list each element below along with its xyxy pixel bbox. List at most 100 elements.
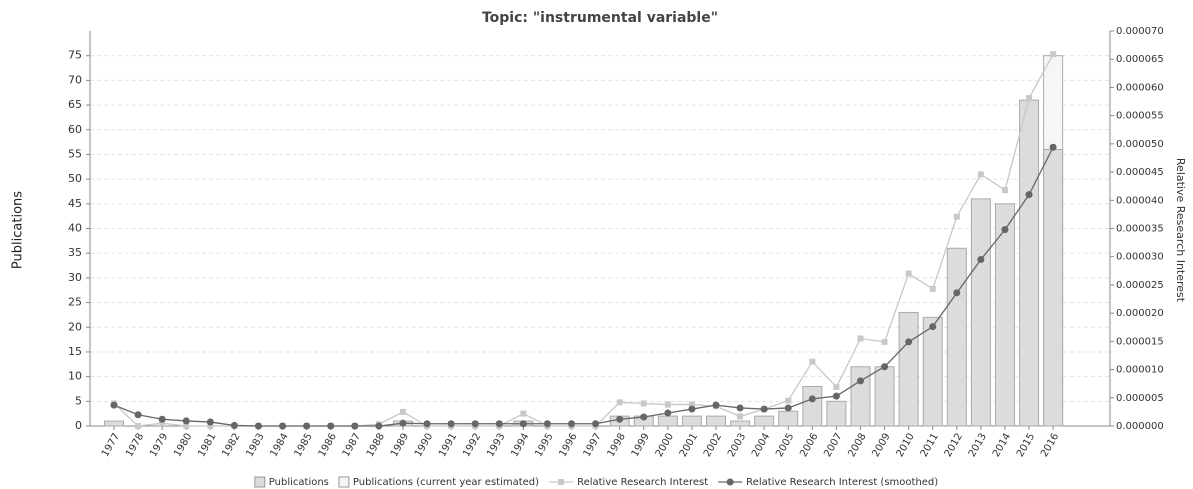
y-tick-label: 55 [68,147,82,160]
x-tick-label: 1987 [341,432,363,460]
x-tick-label: 1982 [220,432,242,460]
marker [303,422,311,430]
marker [785,397,792,404]
marker [543,420,551,428]
x-tick-label: 1984 [269,432,291,460]
x-tick-label: 1993 [485,432,507,460]
x-tick-label: 2001 [678,432,700,460]
legend-swatch [338,476,350,488]
x-tick-label: 2015 [1015,432,1037,460]
chart-title: Topic: "instrumental variable" [482,10,718,26]
marker [784,404,792,412]
marker [351,422,359,430]
y2-tick-label: 0.000020 [1116,308,1164,319]
x-tick-label: 2002 [702,432,724,460]
x-tick-label: 1989 [389,432,411,460]
x-tick-label: 1998 [606,432,628,460]
marker [1026,95,1033,102]
x-tick-label: 2003 [726,432,748,460]
x-tick-label: 2007 [822,432,844,460]
y2-tick-label: 0.000005 [1116,393,1164,404]
x-tick-label: 1990 [413,432,435,460]
marker [929,323,937,331]
bar [946,247,967,427]
marker [519,420,527,428]
y-axis-title: Publications [11,191,26,269]
marker [881,363,889,371]
y2-tick-label: 0.000070 [1116,26,1164,37]
x-tick-label: 2004 [750,432,772,460]
bar [922,316,943,427]
marker [857,335,864,342]
y2-tick-label: 0.000000 [1116,421,1164,432]
y-tick-label: 25 [68,296,82,309]
legend-label: Publications [269,477,329,488]
y-tick-label: 45 [68,197,82,210]
marker [640,413,648,421]
x-tick-label: 2012 [943,432,965,460]
marker [616,399,623,406]
marker [664,409,672,417]
bar [994,203,1015,427]
line [113,146,1054,427]
marker [230,421,238,429]
marker [760,405,768,413]
marker [688,401,695,408]
x-tick-label: 1977 [100,432,122,460]
y-tick-label: 65 [68,98,82,111]
x-tick-label: 2005 [774,432,796,460]
bar [802,386,823,427]
x-tick-label: 1997 [582,432,604,460]
bar [826,400,847,427]
bar [970,198,991,427]
marker [905,338,913,346]
legend-swatch [558,479,565,485]
marker [1049,143,1057,151]
marker [712,401,720,409]
marker [399,419,407,427]
bar [754,415,775,427]
x-tick-label: 2006 [798,432,820,460]
x-tick-label: 1992 [461,432,483,460]
marker [375,422,383,430]
y2-axis-title: Relative Research Interest [1174,158,1187,303]
x-tick-label: 2014 [991,432,1013,460]
legend-label: Relative Research Interest [577,477,708,488]
y2-tick-label: 0.000025 [1116,280,1164,291]
x-tick-label: 1994 [509,432,531,460]
x-tick-label: 1980 [172,432,194,460]
y2-tick-label: 0.000015 [1116,336,1164,347]
y2-tick-label: 0.000065 [1116,54,1164,65]
x-tick-label: 2013 [967,432,989,460]
x-tick-label: 1999 [630,432,652,460]
marker [1050,51,1057,58]
marker [809,358,816,365]
marker [135,423,142,429]
marker [736,404,744,412]
y-tick-label: 10 [68,370,82,383]
marker [856,377,864,385]
x-tick-label: 1995 [533,432,555,460]
marker [953,289,961,297]
x-tick-label: 1985 [293,432,315,460]
marker [206,418,214,426]
y2-tick-label: 0.000040 [1116,195,1164,206]
y-tick-label: 75 [68,49,82,62]
x-tick-label: 2009 [871,432,893,460]
marker [447,420,455,428]
y-tick-label: 60 [68,123,82,136]
y-tick-label: 30 [68,271,82,284]
x-tick-label: 1979 [148,432,170,460]
bar [874,366,895,427]
y2-tick-label: 0.000010 [1116,365,1164,376]
marker [977,171,984,178]
marker [640,400,647,407]
y2-tick-label: 0.000050 [1116,139,1164,150]
bar [778,410,799,427]
bar [730,420,751,427]
x-tick-label: 1991 [437,432,459,460]
y2-tick-label: 0.000055 [1116,111,1164,122]
bar [1043,149,1064,427]
marker [495,420,503,428]
